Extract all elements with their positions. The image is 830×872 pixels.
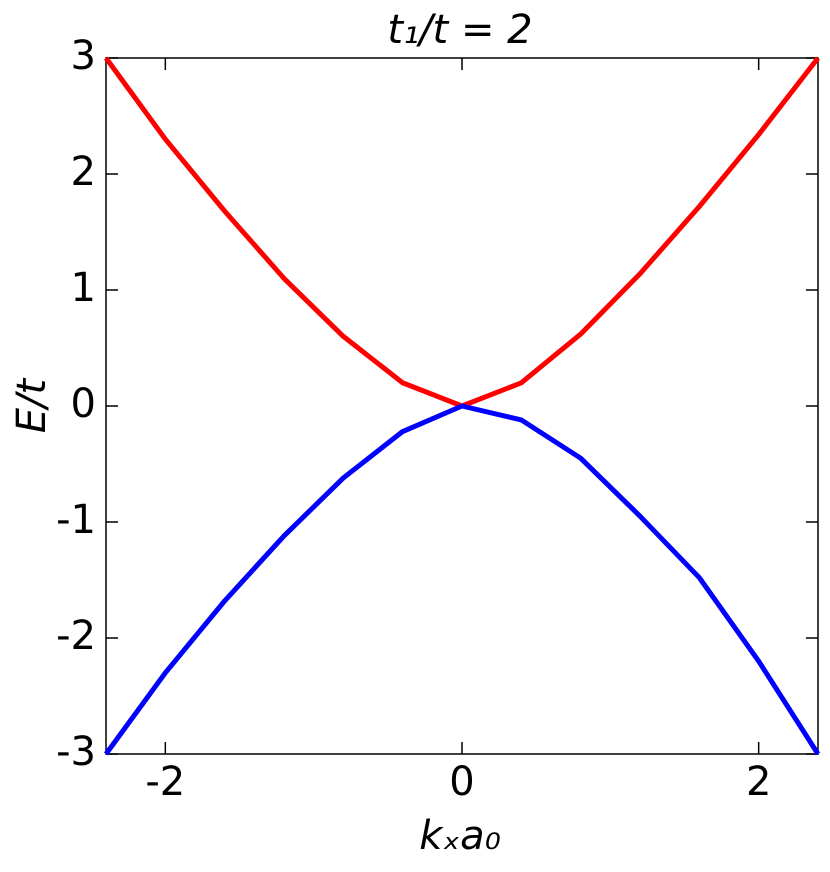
y-tick-label: 2 — [71, 149, 96, 195]
line — [103, 56, 820, 409]
y-tick-label: -3 — [56, 729, 96, 775]
y-tick-label: 3 — [71, 33, 96, 79]
x-tick-label: 2 — [746, 759, 771, 805]
y-axis-label: E/t — [9, 377, 55, 433]
y-tick-label: 0 — [71, 381, 96, 427]
y-tick-label: -1 — [56, 497, 96, 543]
x-axis-label: kₓa₀ — [419, 813, 500, 859]
x-tick-label: -2 — [145, 759, 185, 805]
line — [103, 403, 821, 756]
y-tick-label: -2 — [56, 613, 96, 659]
y-tick-label: 1 — [71, 265, 96, 311]
x-tick-label: 0 — [449, 759, 474, 805]
chart-title: t₁/t = 2 — [387, 7, 532, 53]
